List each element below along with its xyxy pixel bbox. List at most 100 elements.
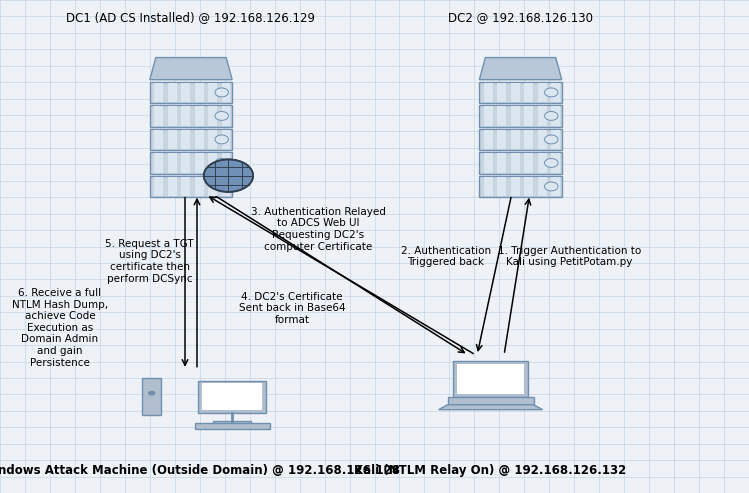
- FancyBboxPatch shape: [538, 176, 547, 196]
- FancyBboxPatch shape: [524, 106, 533, 126]
- FancyBboxPatch shape: [195, 423, 270, 429]
- FancyBboxPatch shape: [154, 176, 163, 196]
- Text: 4. DC2's Certificate
Sent back in Base64
format: 4. DC2's Certificate Sent back in Base64…: [239, 291, 345, 325]
- FancyBboxPatch shape: [208, 176, 217, 196]
- FancyBboxPatch shape: [150, 105, 232, 127]
- Text: Kali (NTLM Relay On) @ 192.168.126.132: Kali (NTLM Relay On) @ 192.168.126.132: [354, 464, 627, 477]
- Circle shape: [545, 88, 558, 97]
- Text: 5. Request a TGT
using DC2's
certificate then
perform DCSync: 5. Request a TGT using DC2's certificate…: [106, 239, 194, 283]
- FancyBboxPatch shape: [154, 130, 163, 149]
- FancyBboxPatch shape: [511, 106, 520, 126]
- Circle shape: [545, 158, 558, 167]
- Text: 6. Receive a full
NTLM Hash Dump,
achieve Code
Execution as
Domain Admin
and gai: 6. Receive a full NTLM Hash Dump, achiev…: [12, 288, 108, 368]
- Polygon shape: [150, 58, 232, 80]
- FancyBboxPatch shape: [208, 106, 217, 126]
- FancyBboxPatch shape: [484, 176, 493, 196]
- Polygon shape: [439, 405, 542, 410]
- FancyBboxPatch shape: [497, 83, 506, 102]
- FancyBboxPatch shape: [551, 153, 560, 173]
- FancyBboxPatch shape: [150, 129, 232, 150]
- FancyBboxPatch shape: [181, 176, 190, 196]
- FancyBboxPatch shape: [168, 106, 177, 126]
- FancyBboxPatch shape: [479, 152, 562, 174]
- FancyBboxPatch shape: [538, 130, 547, 149]
- Circle shape: [545, 135, 558, 144]
- FancyBboxPatch shape: [511, 153, 520, 173]
- FancyBboxPatch shape: [479, 105, 562, 127]
- FancyBboxPatch shape: [524, 176, 533, 196]
- Circle shape: [545, 111, 558, 120]
- Text: 3. Authentication Relayed
to ADCS Web UI
Requesting DC2's
computer Certificate: 3. Authentication Relayed to ADCS Web UI…: [251, 207, 386, 251]
- FancyBboxPatch shape: [497, 130, 506, 149]
- FancyBboxPatch shape: [484, 83, 493, 102]
- FancyBboxPatch shape: [208, 83, 217, 102]
- Circle shape: [215, 182, 228, 191]
- FancyBboxPatch shape: [484, 106, 493, 126]
- Polygon shape: [479, 58, 562, 80]
- Text: Windows Attack Machine (Outside Domain) @ 192.168.126.128: Windows Attack Machine (Outside Domain) …: [0, 464, 401, 477]
- FancyBboxPatch shape: [195, 83, 204, 102]
- FancyBboxPatch shape: [479, 129, 562, 150]
- FancyBboxPatch shape: [448, 397, 533, 405]
- FancyBboxPatch shape: [208, 130, 217, 149]
- Circle shape: [148, 390, 156, 395]
- FancyBboxPatch shape: [181, 106, 190, 126]
- Circle shape: [545, 182, 558, 191]
- FancyBboxPatch shape: [168, 130, 177, 149]
- FancyBboxPatch shape: [195, 106, 204, 126]
- FancyBboxPatch shape: [150, 152, 232, 174]
- FancyBboxPatch shape: [538, 153, 547, 173]
- FancyBboxPatch shape: [479, 82, 562, 103]
- Circle shape: [215, 158, 228, 167]
- FancyBboxPatch shape: [222, 176, 231, 196]
- FancyBboxPatch shape: [222, 83, 231, 102]
- FancyBboxPatch shape: [484, 153, 493, 173]
- FancyBboxPatch shape: [511, 130, 520, 149]
- FancyBboxPatch shape: [511, 83, 520, 102]
- FancyBboxPatch shape: [551, 176, 560, 196]
- FancyBboxPatch shape: [222, 106, 231, 126]
- FancyBboxPatch shape: [484, 130, 493, 149]
- FancyBboxPatch shape: [195, 130, 204, 149]
- FancyBboxPatch shape: [524, 83, 533, 102]
- FancyBboxPatch shape: [208, 153, 217, 173]
- FancyBboxPatch shape: [213, 421, 251, 425]
- FancyBboxPatch shape: [551, 83, 560, 102]
- Text: DC2 @ 192.168.126.130: DC2 @ 192.168.126.130: [448, 11, 593, 24]
- FancyBboxPatch shape: [497, 153, 506, 173]
- FancyBboxPatch shape: [524, 153, 533, 173]
- FancyBboxPatch shape: [142, 379, 161, 415]
- FancyBboxPatch shape: [497, 176, 506, 196]
- FancyBboxPatch shape: [154, 106, 163, 126]
- FancyBboxPatch shape: [202, 384, 262, 410]
- FancyBboxPatch shape: [150, 82, 232, 103]
- FancyBboxPatch shape: [154, 83, 163, 102]
- FancyBboxPatch shape: [168, 176, 177, 196]
- FancyBboxPatch shape: [154, 153, 163, 173]
- FancyBboxPatch shape: [453, 361, 528, 397]
- Circle shape: [215, 111, 228, 120]
- Text: 2. Authentication
Triggered back: 2. Authentication Triggered back: [401, 246, 491, 267]
- FancyBboxPatch shape: [150, 176, 232, 197]
- Text: DC1 (AD CS Installed) @ 192.168.126.129: DC1 (AD CS Installed) @ 192.168.126.129: [67, 11, 315, 24]
- FancyBboxPatch shape: [168, 153, 177, 173]
- FancyBboxPatch shape: [222, 153, 231, 173]
- FancyBboxPatch shape: [195, 176, 204, 196]
- FancyBboxPatch shape: [457, 364, 524, 394]
- FancyBboxPatch shape: [198, 381, 266, 413]
- FancyBboxPatch shape: [181, 153, 190, 173]
- FancyBboxPatch shape: [511, 176, 520, 196]
- FancyBboxPatch shape: [479, 176, 562, 197]
- FancyBboxPatch shape: [222, 130, 231, 149]
- FancyBboxPatch shape: [524, 130, 533, 149]
- Text: 1. Trigger Authentication to
Kali using PetitPotam.py: 1. Trigger Authentication to Kali using …: [497, 246, 641, 267]
- FancyBboxPatch shape: [538, 106, 547, 126]
- Circle shape: [215, 135, 228, 144]
- FancyBboxPatch shape: [181, 130, 190, 149]
- FancyBboxPatch shape: [551, 130, 560, 149]
- Circle shape: [204, 159, 253, 192]
- FancyBboxPatch shape: [168, 83, 177, 102]
- FancyBboxPatch shape: [551, 106, 560, 126]
- FancyBboxPatch shape: [195, 153, 204, 173]
- FancyBboxPatch shape: [181, 83, 190, 102]
